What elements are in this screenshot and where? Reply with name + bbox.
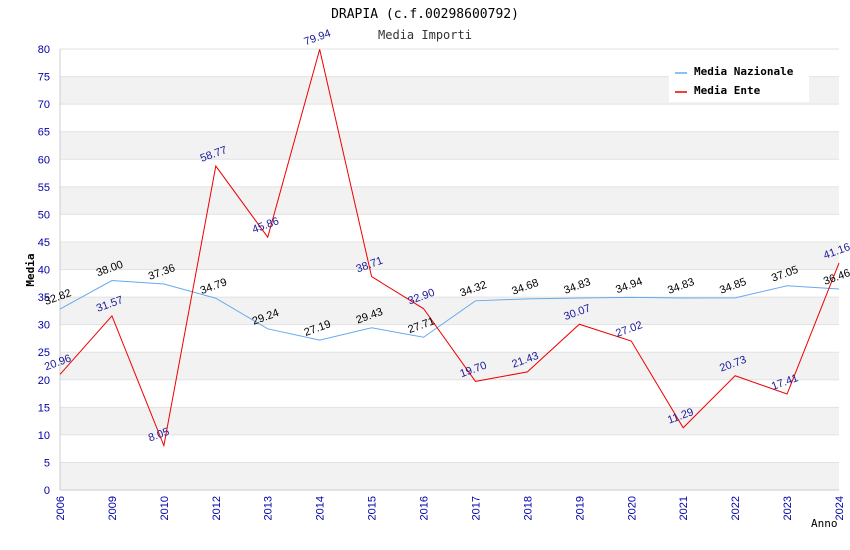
x-tick-label: 2009	[107, 496, 119, 520]
y-tick-label: 15	[38, 402, 50, 414]
grid-lines	[60, 48, 839, 491]
series-line-ente	[59, 49, 840, 448]
axes	[59, 49, 839, 491]
series-line-nazionale	[59, 280, 840, 341]
x-tick-label: 2018	[522, 496, 534, 520]
legend-label-nazionale: Media Nazionale	[694, 65, 794, 78]
x-tick-label: 2020	[626, 496, 638, 520]
x-tick-label: 2023	[782, 496, 794, 520]
grid-band	[60, 434, 839, 463]
series-lines	[59, 49, 840, 448]
y-tick-label: 25	[38, 347, 50, 359]
grid-band	[60, 297, 839, 325]
grid-band	[60, 462, 839, 490]
grid-band	[60, 159, 839, 187]
x-tick-label: 2014	[315, 496, 327, 520]
x-axis-label: Anno	[811, 517, 838, 530]
x-tick-label: 2016	[419, 496, 431, 520]
grid-band	[60, 379, 839, 408]
grid-band	[60, 407, 839, 435]
x-tick-label: 2010	[159, 496, 171, 520]
grid-bands	[60, 49, 839, 490]
grid-band	[60, 352, 839, 380]
y-tick-label: 65	[38, 127, 50, 139]
grid-band	[60, 269, 839, 298]
y-tick-label: 80	[38, 44, 50, 56]
y-tick-label: 45	[38, 237, 50, 249]
chart-title: DRAPIA (c.f.00298600792)	[331, 7, 519, 22]
grid-band	[60, 241, 839, 270]
y-tick-label: 20	[38, 375, 50, 387]
x-tick-label: 2013	[263, 496, 275, 520]
y-tick-label: 30	[38, 320, 50, 332]
chart-subtitle: Media Importi	[378, 28, 472, 42]
x-tick-label: 2006	[55, 496, 67, 520]
x-tick-label: 2015	[367, 496, 379, 520]
x-tick-label: 2024	[834, 496, 846, 520]
x-tick-label: 2017	[470, 496, 482, 520]
x-tick-label: 2021	[678, 496, 690, 520]
y-tick-label: 60	[38, 154, 50, 166]
y-tick-label: 70	[38, 99, 50, 111]
data-label: 79.94	[303, 27, 333, 48]
y-tick-label: 0	[44, 485, 50, 497]
x-tick-label: 2019	[574, 496, 586, 520]
legend: Media Nazionale Media Ente	[669, 60, 809, 102]
grid-band	[60, 214, 839, 242]
grid-band	[60, 104, 839, 132]
legend-label-ente: Media Ente	[694, 84, 761, 97]
y-axis-label: Media	[24, 253, 37, 286]
y-tick-labels: 0 5 10 15 20 25 30 35 40 45 50 55 60 65 70 75 80	[38, 44, 50, 497]
legend-box	[669, 60, 809, 102]
x-tick-labels: 2006 2009 2010 2012 2013 2014 2015 2016 2017 2018…	[55, 496, 846, 520]
x-tick-label: 2022	[730, 496, 742, 520]
y-tick-label: 75	[38, 72, 50, 84]
grid-band	[60, 131, 839, 160]
grid-band	[60, 324, 839, 353]
x-tick-label: 2012	[211, 496, 223, 520]
y-tick-label: 5	[44, 457, 50, 469]
y-tick-label: 10	[38, 430, 50, 442]
grid-band	[60, 186, 839, 215]
y-tick-label: 50	[38, 209, 50, 221]
y-tick-label: 55	[38, 182, 50, 194]
y-tick-label: 35	[38, 292, 50, 304]
y-tick-label: 40	[38, 265, 50, 277]
